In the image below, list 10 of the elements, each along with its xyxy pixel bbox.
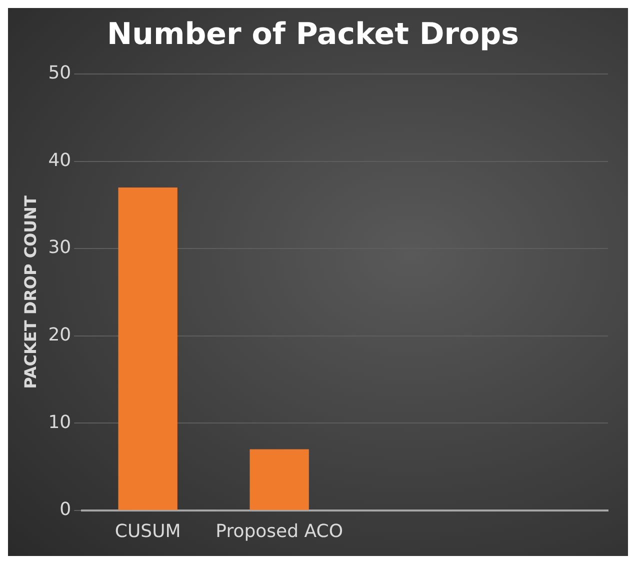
y-tick-label: 30 [48, 237, 72, 258]
chart-title: Number of Packet Drops [106, 16, 520, 52]
y-tick-label: 50 [48, 62, 72, 84]
x-tick-label: Proposed ACO [216, 520, 343, 542]
y-tick-label: 0 [60, 499, 72, 520]
y-tick-label: 40 [48, 150, 72, 171]
y-axis-title: PACKET DROP COUNT [20, 195, 40, 389]
y-tick-label: 10 [48, 412, 72, 433]
y-tick-label: 20 [48, 324, 72, 346]
x-tick-label: CUSUM [114, 520, 181, 542]
